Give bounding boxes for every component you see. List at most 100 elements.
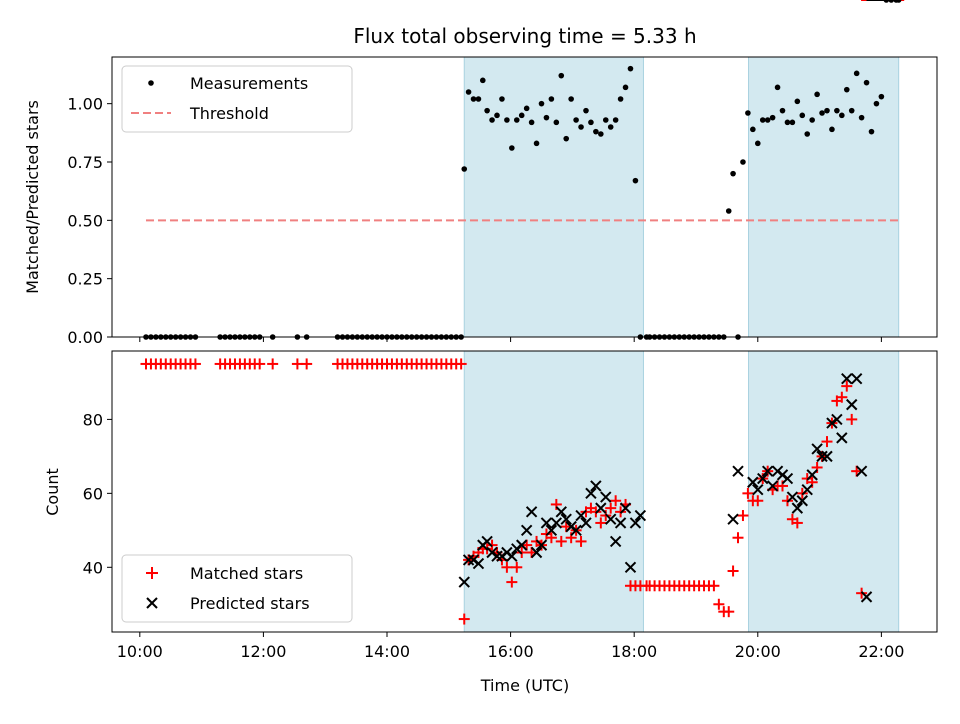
legend-predicted-marker (146, 597, 158, 609)
matched-star-point (708, 580, 720, 592)
legend-measurements-marker (148, 80, 154, 86)
predicted-star-point (634, 509, 647, 522)
measurement-point (593, 128, 599, 135)
predicted-star-point (796, 495, 808, 507)
measurement-point (543, 114, 550, 121)
predicted-star-point (575, 509, 587, 522)
predicted-star-point (472, 557, 485, 570)
matched-star-point (752, 495, 764, 507)
predicted-star-point (821, 450, 833, 463)
measurement-point (598, 131, 604, 137)
predicted-star-point (600, 491, 612, 503)
predicted-star-point (629, 517, 642, 529)
predicted-star-point (761, 465, 774, 477)
matched-star-point (291, 358, 303, 370)
measurement-point (499, 96, 505, 102)
legend-threshold-label: Threshold (189, 104, 269, 123)
measurement-point (518, 112, 525, 119)
measurement-point (819, 110, 825, 116)
predicted-star-point (757, 472, 769, 485)
measurement-point (627, 65, 634, 72)
measurement-point (494, 112, 500, 119)
x-tick-label: 20:00 (735, 642, 781, 661)
predicted-star-point (836, 432, 848, 444)
measurement-point (513, 117, 520, 123)
measurement-point (523, 105, 530, 112)
matched-star-point (713, 598, 725, 610)
matched-star-point (737, 510, 749, 522)
predicted-star-point (545, 524, 558, 537)
predicted-star-point (811, 443, 823, 455)
predicted-star-point (530, 546, 543, 559)
measurement-point (730, 170, 736, 177)
predicted-star-point (846, 398, 858, 411)
predicted-star-point (614, 517, 627, 529)
predicted-star-point (816, 450, 828, 463)
predicted-star-point (609, 535, 622, 548)
measurement-point (863, 79, 870, 86)
top-y-tick-label: 0.50 (67, 211, 103, 230)
predicted-star-point (570, 524, 582, 537)
predicted-star-point (766, 480, 779, 492)
measurement-point (528, 119, 535, 126)
top-legend: Measurements Threshold (121, 65, 353, 133)
predicted-star-point (458, 576, 470, 588)
predicted-star-point (525, 506, 538, 518)
matched-star-point (555, 535, 567, 547)
matched-star-point (458, 613, 470, 625)
predicted-star-point (481, 535, 493, 548)
bottom-shaded-interval-1 (748, 350, 900, 633)
measurement-point (475, 96, 482, 102)
top-panel: 0.00 0.25 0.50 0.75 1.00 Matched/Predicted s… (23, 0, 938, 347)
predicted-star-point (786, 491, 799, 503)
measurement-point (764, 117, 771, 123)
measurement-point (583, 107, 589, 114)
x-tick-label: 14:00 (364, 642, 410, 661)
matched-star-point (821, 436, 833, 448)
measurement-point (804, 131, 811, 137)
measurement-point (848, 107, 855, 114)
top-y-axis-label: Matched/Predicted stars (23, 100, 42, 294)
matched-star-point (841, 380, 853, 392)
predicted-star-point (585, 487, 597, 500)
predicted-star-point (516, 539, 528, 551)
measurement-point (779, 107, 786, 114)
measurement-point (489, 117, 495, 123)
legend-predicted-label: Predicted stars (190, 594, 310, 613)
measurement-point (789, 119, 796, 126)
measurement-point (578, 124, 584, 130)
predicted-star-point (850, 373, 863, 385)
predicted-star-point (801, 483, 813, 496)
matched-star-point (732, 532, 744, 544)
legend-matched-label: Matched stars (190, 564, 303, 583)
x-tick-label: 16:00 (488, 642, 534, 661)
predicted-star-point (860, 591, 873, 603)
x-tick-label: 22:00 (858, 642, 904, 661)
predicted-star-point (855, 465, 868, 477)
measurement-point (769, 114, 776, 121)
top-y-tick-label: 0.75 (67, 153, 103, 172)
matched-star-point (723, 606, 735, 618)
measurement-point (548, 96, 555, 102)
predicted-star-point (550, 517, 563, 529)
predicted-star-point (619, 502, 632, 514)
matched-star-point (742, 487, 754, 499)
bottom-x-ticks: 10:00 12:00 14:00 16:00 18:00 20:00 22:00 (117, 632, 904, 661)
predicted-stars-points (458, 0, 902, 603)
bottom-y-ticks: 40 60 80 (83, 410, 112, 577)
predicted-star-point (506, 550, 518, 562)
measurement-point (538, 100, 545, 107)
measurement-point (622, 84, 629, 91)
measurement-point (868, 128, 875, 135)
top-shaded-interval-0 (463, 56, 644, 338)
measurement-point (784, 119, 791, 126)
matched-star-point (836, 391, 848, 403)
predicted-star-point (535, 539, 548, 551)
legend-matched-marker (146, 567, 158, 579)
measurement-point (794, 98, 801, 105)
x-tick-label: 18:00 (611, 642, 657, 661)
measurement-point (509, 145, 515, 151)
matched-star-point (545, 532, 557, 544)
measurement-point (632, 177, 639, 184)
top-y-tick-label: 0.25 (67, 270, 103, 289)
